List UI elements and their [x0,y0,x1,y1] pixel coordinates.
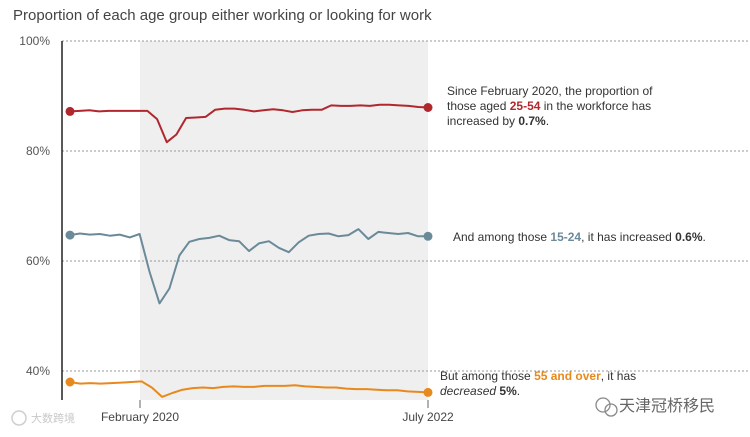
y-tick-label: 40% [26,364,50,378]
annotation-text: in the workforce has [540,99,651,113]
annotation-15-24: And among those 15-24, it has increased … [453,230,706,244]
y-tick-label: 60% [26,254,50,268]
y-tick-label: 100% [19,34,50,48]
annotation-55-over: But among those 55 and over, it has [440,369,636,383]
x-tick-label-start: February 2020 [101,410,179,424]
annotation-text: , it has [601,369,636,383]
annotation-text: decreased [440,384,496,398]
annotation-text: , it has increased [581,230,675,244]
annotation-text: And among those [453,230,550,244]
series-endpoint-end [423,231,433,241]
annotation-value: 0.7% [518,114,546,128]
series-line-25-54 [69,103,429,144]
series-line-55-and-over [69,380,429,398]
annotation-25-54: Since February 2020, the proportion of [447,84,653,98]
annotation-text: . [703,230,706,244]
annotation-value: 0.6% [675,230,703,244]
y-tick-label: 80% [26,144,50,158]
watermark-right-text: 天津冠桥移民 [619,396,715,415]
watermark-left: 大数跨境 [11,410,75,426]
series-endpoint-end [423,387,433,397]
annotation-highlight: 55 and over [534,369,601,383]
series-layer [65,103,433,398]
annotation-text: . [517,384,520,398]
x-tick-label-end: July 2022 [402,410,454,424]
annotation-highlight: 25-54 [510,99,541,113]
annotation-text: . [546,114,549,128]
annotation-text: increased by [447,114,518,128]
watermark-logo-icon [11,410,27,426]
wechat-icon [595,397,611,413]
series-endpoint-end [423,103,433,112]
watermark-right: 天津冠桥移民 [595,396,715,417]
annotation-55-over-line2: decreased 5%. [440,384,520,398]
annotation-25-54-line3: increased by 0.7%. [447,114,549,128]
shaded-period [140,41,428,400]
series-line-15-24 [69,228,428,305]
annotation-25-54-line2: those aged 25-54 in the workforce has [447,99,651,113]
series-endpoint-start [65,230,75,240]
watermark-left-text: 大数跨境 [31,411,75,425]
annotation-text: those aged [447,99,510,113]
annotation-highlight: 15-24 [550,230,581,244]
series-endpoint-start [65,106,75,116]
chart-title: Proportion of each age group either work… [13,7,432,24]
series-endpoint-start [65,377,75,387]
annotation-value: 5% [499,384,517,398]
wechat-icon-bubble [604,403,618,417]
annotation-text: But among those [440,369,534,383]
annotation-text: Since February 2020, the proportion of [447,84,653,98]
